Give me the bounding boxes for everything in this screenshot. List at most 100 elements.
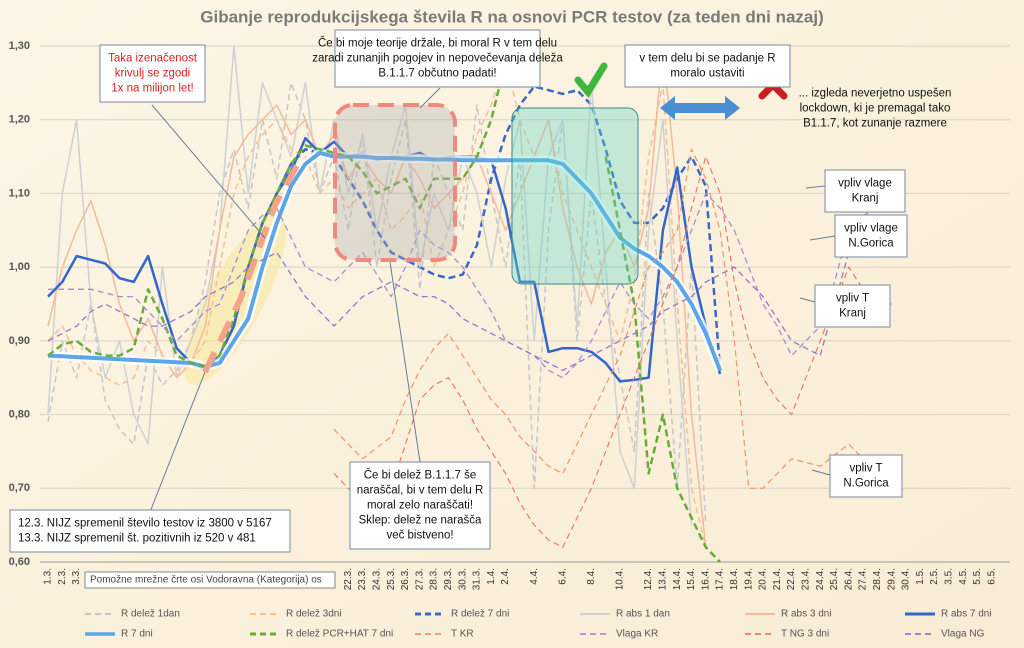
- annotation-text: ... izgleda neverjetno uspešen: [799, 88, 952, 100]
- x-tick-label: 1.4.: [486, 568, 497, 585]
- legend-label: R delež 1dan: [121, 609, 180, 620]
- legend-label: R delež 3dni: [286, 609, 342, 620]
- annotation-text: B.1.1.7 občutno padati!: [378, 68, 496, 80]
- annotation-text: Če bi moje teorije držale, bi moral R v …: [318, 37, 557, 50]
- callout-line: [149, 371, 206, 513]
- series-line: [47, 150, 722, 372]
- x-tick-label: 25.3.: [386, 568, 397, 590]
- annotation-text: Kranj: [852, 193, 879, 205]
- x-tick-label: 18.4.: [729, 568, 740, 590]
- x-tick-label: 4.5.: [958, 568, 969, 585]
- x-tick-label: 8.4.: [586, 568, 597, 585]
- x-tick-label: 24.4.: [815, 568, 826, 590]
- legend-label: Vlaga KR: [616, 629, 658, 640]
- annotation-text: naraščal, bi v tem delu R: [357, 485, 484, 497]
- x-tick-label: 14.4.: [672, 568, 683, 590]
- annotation-box: [99, 44, 206, 103]
- annotation-box: [624, 44, 791, 88]
- legend-label: R delež PCR+HAT 7 dni: [286, 629, 393, 640]
- legend-label: T KR: [451, 629, 474, 640]
- highlight-box: [333, 103, 457, 262]
- annotation-text: Če bi delež B.1.1.7 še: [364, 469, 477, 482]
- chart-title: Gibanje reprodukcijskega števila R na os…: [200, 7, 824, 26]
- tooltip-box: [84, 571, 336, 589]
- callout-line: [151, 104, 266, 239]
- y-tick-label: 1,20: [9, 114, 30, 126]
- x-tick-label: 28.4.: [872, 568, 883, 590]
- legend-label: R abs 1 dan: [616, 609, 670, 620]
- x-tick-label: 20.4.: [758, 568, 769, 590]
- annotation-text: moral zelo naraščati!: [367, 500, 473, 512]
- x-tick-label: 4.4.: [529, 568, 540, 585]
- legend-label: R 7 dni: [121, 629, 153, 640]
- y-tick-label: 0,80: [9, 408, 30, 420]
- annotation-box: [814, 284, 891, 328]
- annotation-text: N.Gorica: [843, 478, 889, 490]
- callout-line: [799, 297, 816, 303]
- x-tick-label: 27.3.: [414, 568, 425, 590]
- annotation-box: [334, 29, 541, 88]
- series-line: [47, 82, 707, 526]
- legend-label: T NG 3 dni: [781, 629, 829, 640]
- callout-line: [809, 235, 836, 241]
- highlights: [184, 215, 286, 385]
- x-tick-label: 23.4.: [801, 568, 812, 590]
- y-tick-label: 1,00: [9, 261, 30, 273]
- callout-line: [811, 469, 831, 476]
- x-tick-label: 30.4.: [901, 568, 912, 590]
- highlight-dash: [202, 158, 303, 374]
- check-icon: [574, 62, 608, 98]
- annotation-text: 13.3. NIJZ spremenil št. pozitivnih iz 5…: [18, 533, 256, 545]
- annotation-text: Sklep: delež ne narašča: [359, 515, 482, 527]
- x-tick-label: 23.3.: [357, 568, 368, 590]
- annotation-box: [349, 461, 491, 550]
- x-tick-label: 2.3.: [57, 568, 68, 585]
- series-line: [47, 237, 892, 371]
- x-tick-label: 17.4.: [715, 568, 726, 590]
- x-tick-label: 29.4.: [886, 568, 897, 590]
- callouts: [149, 87, 836, 513]
- annotation-text: več bistveno!: [386, 530, 453, 542]
- annotation-text: lockdown, ki je premagal tako: [800, 103, 951, 115]
- x-tick-label: 29.3.: [443, 568, 454, 590]
- series-line: [48, 192, 893, 379]
- x-tick-label: 6.4.: [557, 568, 568, 585]
- x-tick-label: 28.3.: [429, 568, 440, 590]
- x-tick-label: 2.5.: [929, 568, 940, 585]
- highlight-ellipse: [184, 215, 286, 385]
- annotation-text: N.Gorica: [848, 238, 894, 250]
- annotation-text: B1.1.7, kot zunanje razmere: [803, 118, 947, 130]
- callout-line: [805, 185, 826, 189]
- legend-label: R delež 7 dni: [451, 609, 509, 620]
- x-tick-label: 3.3.: [71, 568, 82, 585]
- legend-label: R abs 3 dni: [781, 609, 832, 620]
- series-line: [47, 60, 721, 563]
- annotation-box: [824, 169, 906, 213]
- y-tick-label: 1,10: [9, 187, 30, 199]
- callout-line: [389, 261, 421, 463]
- legend-label: Vlaga NG: [941, 629, 985, 640]
- callout-line: [419, 87, 441, 109]
- tooltip-text: Pomožne mrežne črte osi Vodoravna (Kateg…: [90, 575, 322, 586]
- x-tick-label: 25.4.: [829, 568, 840, 590]
- x-tick-label: 26.3.: [400, 568, 411, 590]
- x-tick-label: 21.4.: [772, 568, 783, 590]
- x-tick-label: 31.3.: [472, 568, 483, 590]
- x-tick-label: 5.5.: [972, 568, 983, 585]
- annotation-text: v tem delu bi se padanje R: [639, 53, 775, 65]
- annotation-box: [829, 454, 903, 498]
- x-tick-label: 24.3.: [372, 568, 383, 590]
- annotation-box: [9, 509, 291, 553]
- annotation-text: Kranj: [839, 308, 866, 320]
- y-tick-label: 0,70: [9, 482, 30, 494]
- annotation-text: vpliv T: [849, 463, 882, 475]
- series-line: [204, 85, 722, 372]
- series-line: [333, 156, 892, 548]
- annotation-text: vpliv T: [836, 293, 869, 305]
- y-tick-label: 0,90: [9, 335, 30, 347]
- annotation-text: 12.3. NIJZ spremenil število testov iz 3…: [18, 518, 272, 530]
- y-tick-label: 0,60: [9, 556, 30, 568]
- double-arrow: [660, 96, 740, 120]
- x-tick-label: 3.5.: [944, 568, 955, 585]
